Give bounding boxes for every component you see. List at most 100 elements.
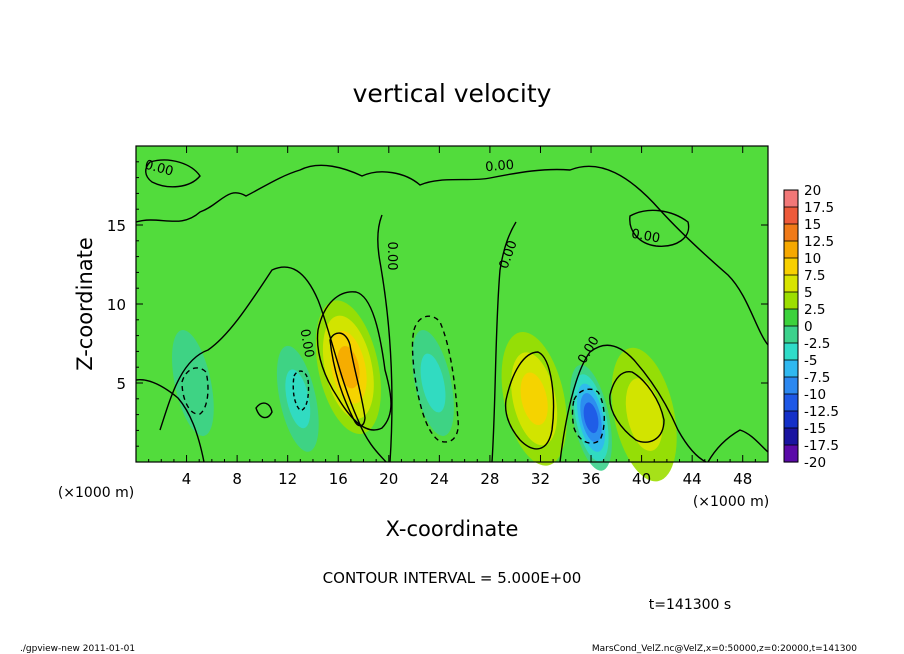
x-tick-label: 20	[379, 470, 398, 488]
field-downdraft-6	[171, 330, 214, 436]
contour-label: 0.00	[143, 158, 175, 180]
contour-neg5-center	[411, 315, 459, 443]
x-tick-label: 12	[278, 470, 297, 488]
colorbar-label: -2.5	[804, 336, 830, 352]
x-tick-label: 40	[632, 470, 651, 488]
velocity-field	[171, 300, 677, 482]
field-updraft-2	[611, 347, 677, 482]
colorbar-label: 10	[804, 251, 821, 267]
colorbar-label: 15	[804, 217, 821, 233]
x-tick-label: 8	[232, 470, 242, 488]
time-text: t=141300 s	[649, 597, 731, 613]
contour-center-left	[377, 214, 393, 463]
colorbar-label: -17.5	[804, 438, 839, 454]
colorbar-segment	[784, 360, 798, 378]
x-tick-label: 36	[581, 470, 600, 488]
contour-interval-text: CONTOUR INTERVAL = 5.000E+00	[323, 569, 582, 587]
contour-right-cell	[559, 344, 707, 463]
footer-right: MarsCond_VelZ.nc@VelZ,x=0:50000,z=0:2000…	[592, 644, 857, 654]
colorbar-label: -12.5	[804, 404, 839, 420]
colorbar-label: 17.5	[804, 200, 834, 216]
field-downdraft-4	[412, 330, 454, 436]
colorbar: 2017.51512.5107.552.50-2.5-5-7.5-10-12.5…	[783, 183, 839, 471]
contour-top-right-blob	[629, 209, 690, 247]
contour-mid-small	[255, 402, 273, 419]
contour-left-cell	[159, 266, 387, 463]
colorbar-segment	[784, 394, 798, 412]
x-tick-label: 32	[531, 470, 550, 488]
colorbar-segment	[784, 292, 798, 310]
x-tick-label: 28	[480, 470, 499, 488]
x-tick-label: 4	[182, 470, 192, 488]
colorbar-segment	[784, 275, 798, 293]
field-level	[583, 402, 599, 434]
colorbar-segment	[784, 411, 798, 429]
y-tick-label: 5	[116, 375, 126, 393]
colorbar-label: -5	[804, 353, 817, 369]
field-updraft-1	[501, 331, 567, 466]
contour-label: 0.00	[384, 242, 399, 271]
colorbar-label: 12.5	[804, 234, 834, 250]
y-axis: 5 10 15	[107, 161, 768, 447]
colorbar-label: 7.5	[804, 268, 825, 284]
zero-contours	[135, 159, 769, 463]
contour-neg-small	[292, 370, 310, 411]
field-level	[625, 378, 663, 451]
colorbar-label: -20	[804, 455, 826, 471]
contour-label: 0.00	[297, 328, 317, 359]
footer-left: ./gpview-new 2011-01-01	[20, 644, 135, 654]
field-downdraft-3	[570, 364, 612, 471]
contour-label: 0.00	[485, 158, 515, 175]
chart-title: vertical velocity	[353, 79, 552, 108]
colorbar-segment	[784, 343, 798, 361]
colorbar-label: 2.5	[804, 302, 825, 318]
field-level	[520, 372, 548, 426]
contour-center-right	[491, 221, 517, 463]
contour-w5-right	[609, 371, 665, 443]
colorbar-label: 0	[804, 319, 813, 335]
field-level	[171, 330, 214, 436]
colorbar-segment	[784, 224, 798, 242]
contour-w5-left	[316, 291, 392, 431]
x-tick-label: 24	[430, 470, 449, 488]
field-downdraft-5	[276, 345, 319, 452]
colorbar-segment	[784, 445, 798, 463]
plot-area: 0.00 0.000.000.00 0.000.00 0.00	[135, 145, 769, 482]
x-axis: 4 8 12 16 20 24 28 32 36 40 44 48	[148, 146, 756, 488]
contour-neg5-right	[571, 388, 605, 444]
contour-w5-mid	[504, 351, 555, 450]
colorbar-segment	[784, 258, 798, 276]
colorbar-label: -15	[804, 421, 826, 437]
contour-lower-left	[135, 379, 205, 463]
x-unit-right: (×1000 m)	[693, 494, 769, 510]
x-axis-label: X-coordinate	[386, 517, 519, 541]
colorbar-label: -7.5	[804, 370, 830, 386]
y-axis-label: Z-coordinate	[73, 237, 97, 371]
contour-lower-right	[707, 429, 769, 463]
x-tick-label: 16	[329, 470, 348, 488]
field-level	[285, 369, 311, 429]
colorbar-segment	[784, 241, 798, 259]
contour-label: 0.00	[630, 227, 661, 247]
colorbar-label: -10	[804, 387, 826, 403]
colorbar-segment	[784, 377, 798, 395]
colorbar-segment	[784, 309, 798, 327]
colorbar-label: 20	[804, 183, 821, 199]
x-tick-label: 48	[733, 470, 752, 488]
colorbar-segment	[784, 326, 798, 344]
colorbar-segment	[784, 190, 798, 208]
colorbar-label: 5	[804, 285, 813, 301]
colorbar-segment	[784, 428, 798, 446]
contour-w10-core	[329, 332, 366, 427]
y-tick-label: 10	[107, 296, 126, 314]
x-unit-left: (×1000 m)	[58, 485, 134, 501]
contour-upper-envelope	[135, 164, 769, 346]
contour-top-left-blob	[145, 159, 201, 188]
field-level	[420, 353, 446, 413]
colorbar-segment	[784, 207, 798, 225]
y-tick-label: 15	[107, 217, 126, 235]
field-updraft-0	[315, 300, 381, 435]
x-tick-label: 44	[683, 470, 702, 488]
contour-neg5-left	[181, 367, 209, 415]
